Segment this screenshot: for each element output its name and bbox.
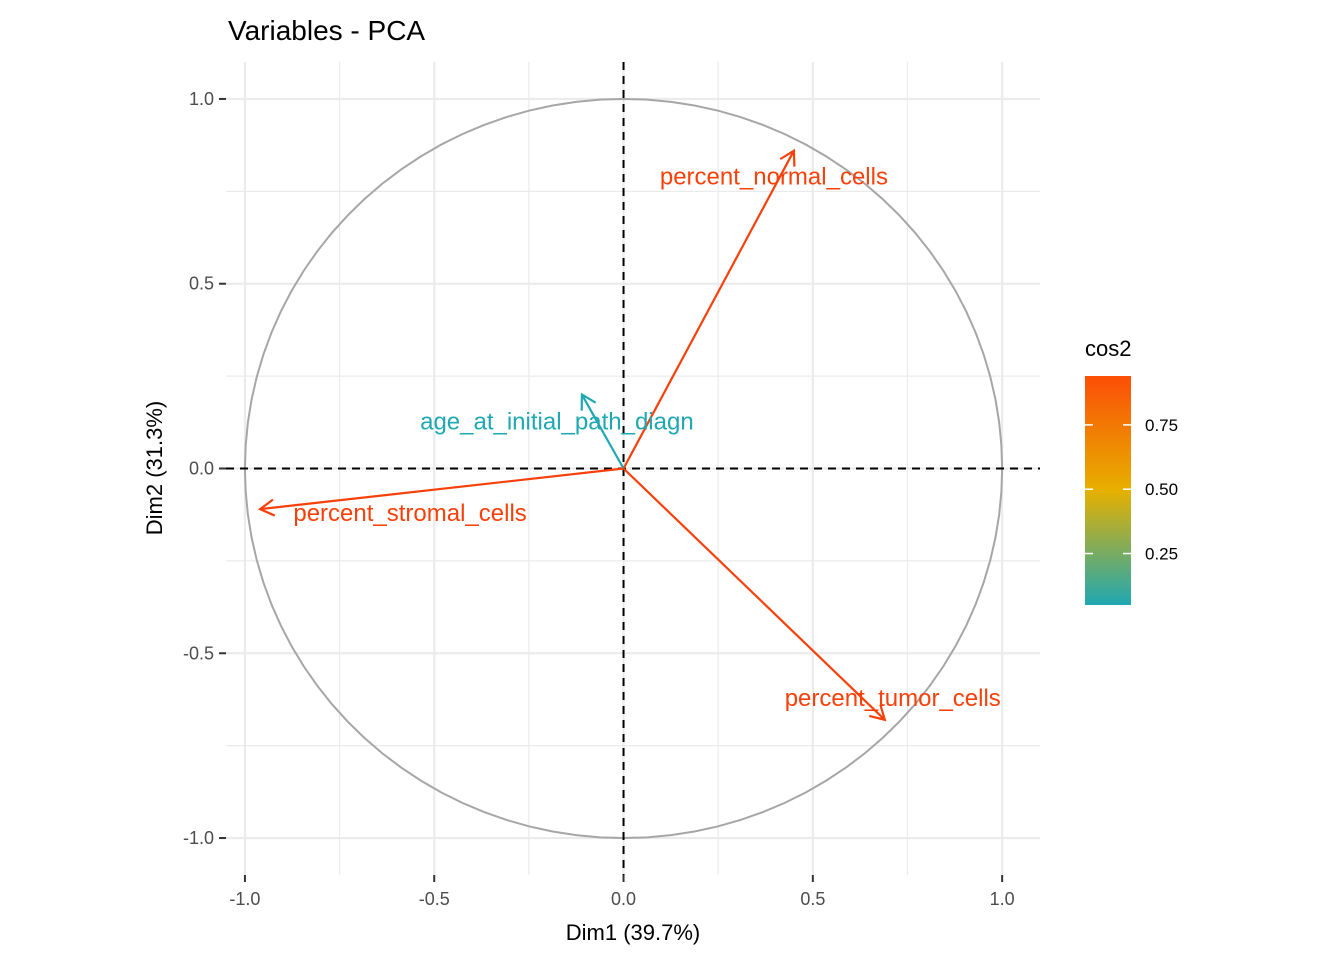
arrowhead: [580, 392, 597, 411]
variable-arrows: [257, 148, 887, 722]
y-axis-title: Dim2 (31.3%): [142, 401, 167, 535]
y-tick-label: 0.5: [189, 274, 214, 294]
variable-arrow: [580, 394, 625, 470]
chart-title: Variables - PCA: [228, 15, 425, 46]
x-tick-label: -1.0: [229, 889, 260, 909]
y-tick-label: -0.5: [183, 643, 214, 663]
y-tick-label: 0.0: [189, 459, 214, 479]
x-tick-label: 1.0: [990, 889, 1015, 909]
variable-label: age_at_initial_path_diagn: [420, 409, 694, 436]
variable-label: percent_stromal_cells: [293, 500, 526, 527]
arrowhead: [779, 148, 796, 167]
cos2-legend: cos2 0.25 0.50 0.75: [1085, 336, 1178, 605]
variable-arrow: [259, 467, 624, 511]
variable-labels: percent_normal_cells age_at_initial_path_…: [293, 164, 1000, 712]
variable-arrow: [622, 467, 886, 721]
legend-tick-label: 0.75: [1145, 416, 1178, 435]
arrowhead: [257, 498, 276, 517]
axes: -1.0 -0.5 0.0 0.5 1.0 -1.0 -0.5 0.0 0.5 1.0: [183, 89, 1015, 909]
y-tick-label: -1.0: [183, 828, 214, 848]
legend-tick-label: 0.25: [1145, 545, 1178, 564]
arrowhead: [868, 704, 887, 722]
variable-label: percent_normal_cells: [660, 164, 888, 191]
variable-arrow: [622, 150, 795, 470]
legend-colorbar: [1085, 376, 1131, 605]
legend-tick-label: 0.50: [1145, 480, 1178, 499]
variable-label: percent_tumor_cells: [785, 685, 1001, 712]
x-tick-label: 0.0: [611, 889, 636, 909]
x-tick-label: 0.5: [800, 889, 825, 909]
legend-title: cos2: [1085, 336, 1131, 361]
x-tick-label: -0.5: [419, 889, 450, 909]
y-tick-label: 1.0: [189, 89, 214, 109]
x-axis-title: Dim1 (39.7%): [566, 920, 700, 945]
